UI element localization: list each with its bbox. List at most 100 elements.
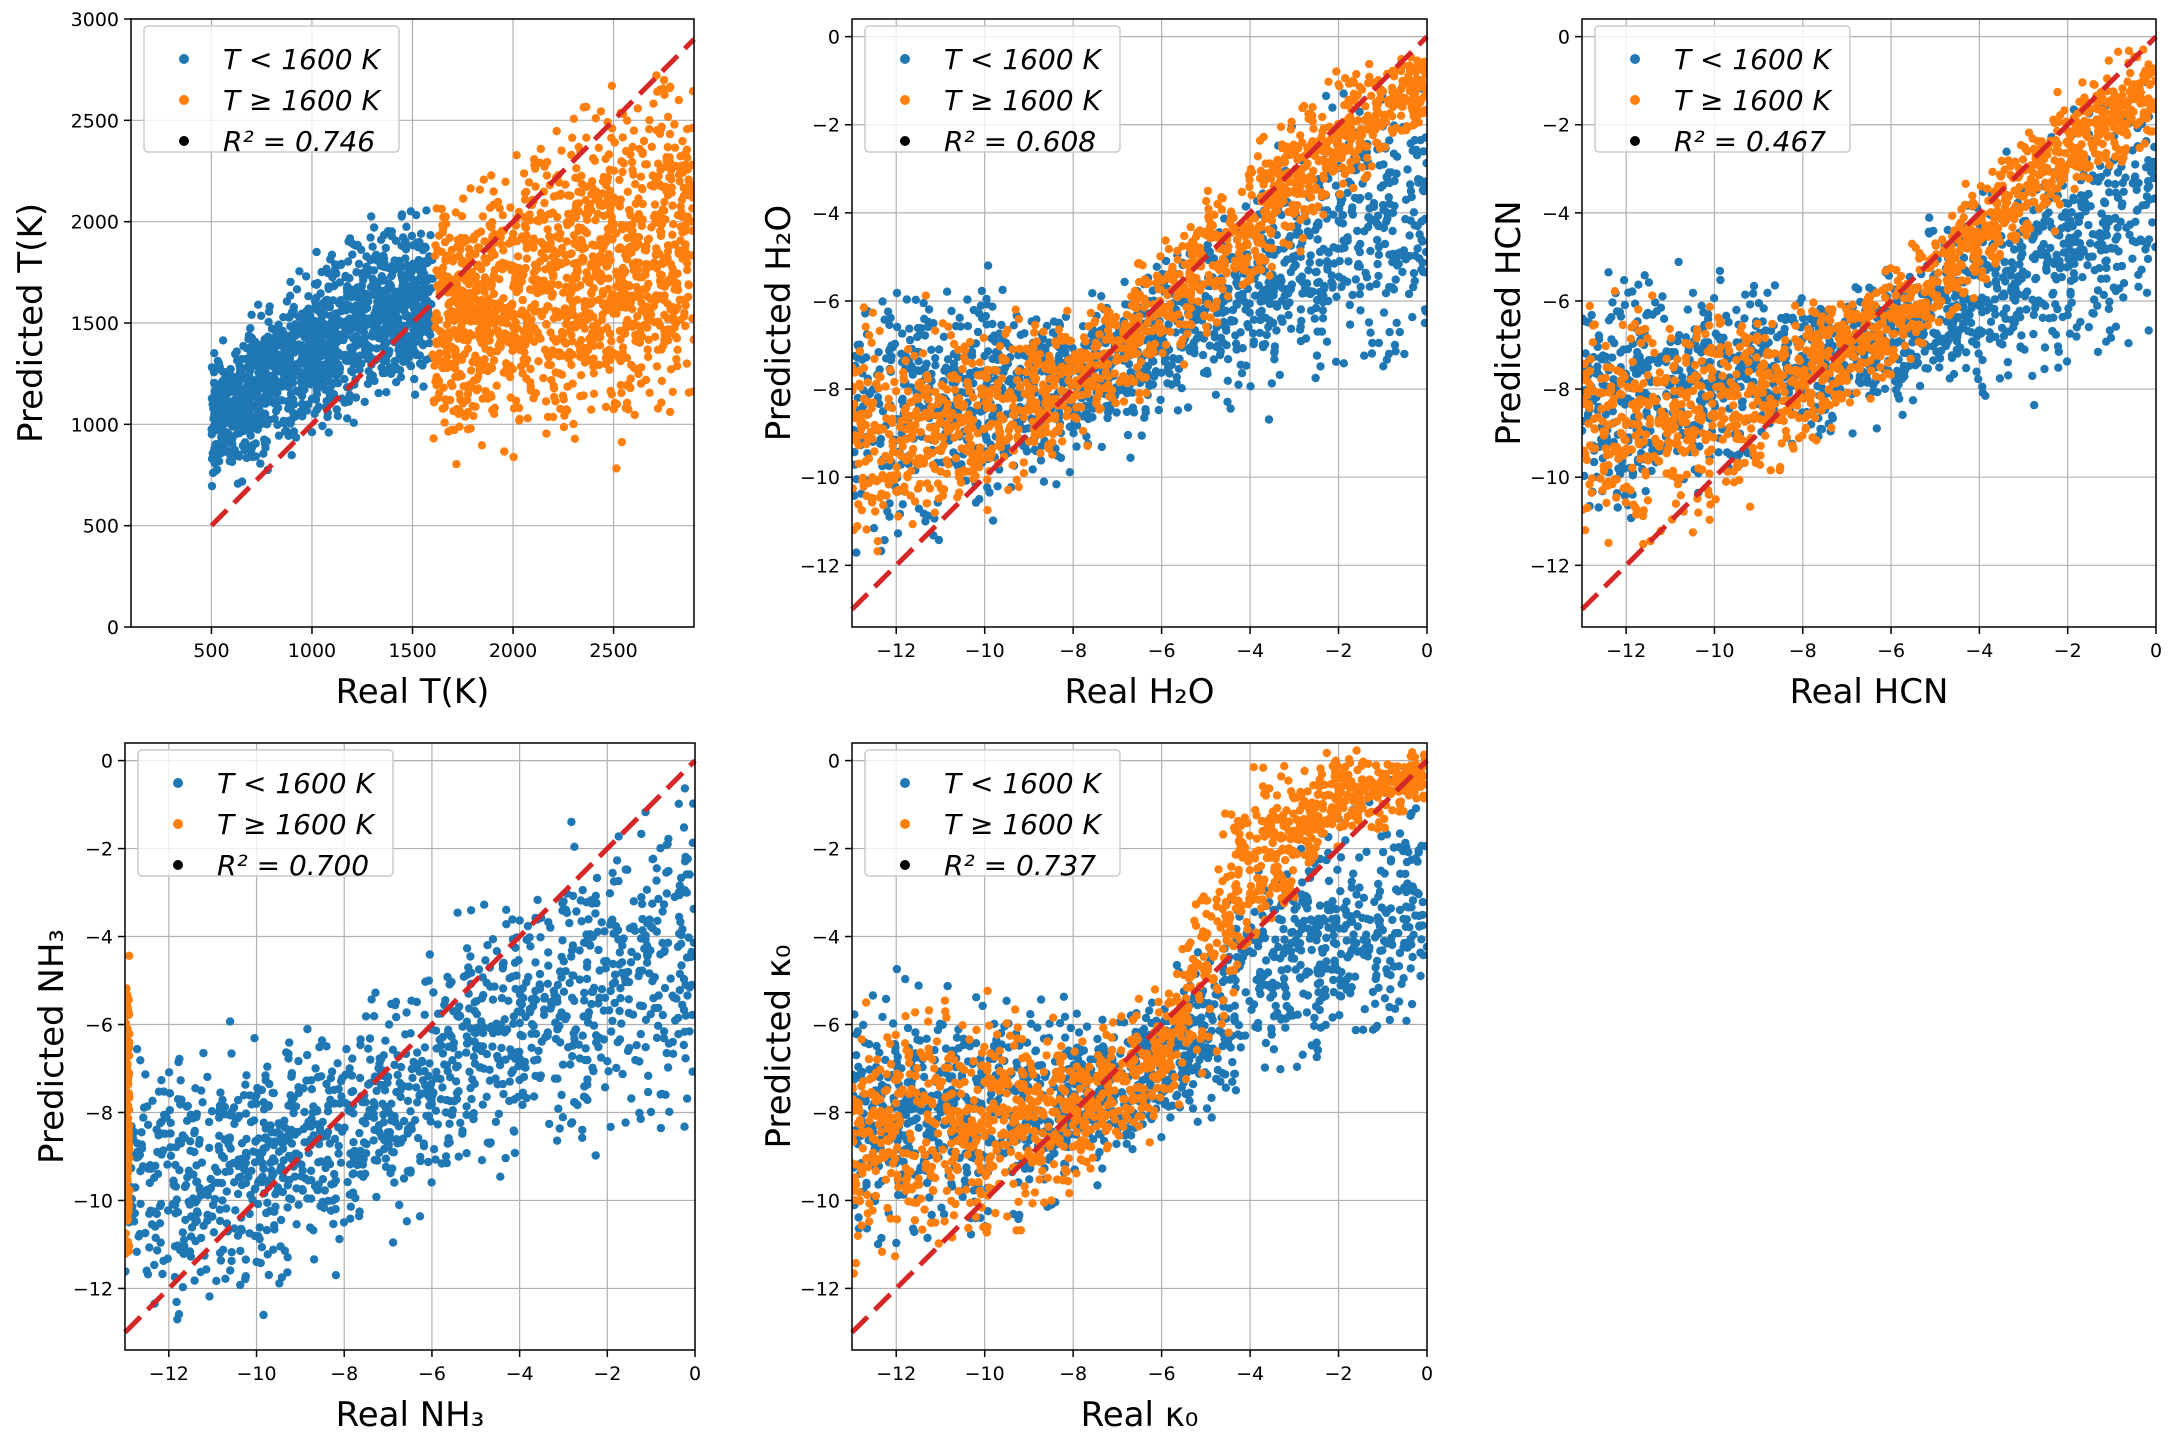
scatter-point: [373, 302, 382, 312]
scatter-point: [1247, 191, 1256, 200]
scatter-point: [1404, 289, 1414, 299]
scatter-point: [301, 328, 310, 337]
scatter-point: [235, 452, 244, 461]
scatter-point: [327, 250, 337, 259]
scatter-point: [607, 220, 616, 229]
scatter-point: [572, 199, 581, 208]
scatter-point: [615, 202, 624, 211]
scatter-point: [1365, 213, 1374, 222]
scatter-point: [453, 235, 463, 245]
scatter-point: [673, 345, 682, 354]
scatter-point: [438, 404, 447, 413]
scatter-point: [988, 412, 997, 421]
scatter-point: [510, 341, 520, 351]
scatter-point: [637, 306, 646, 315]
scatter-point: [478, 212, 488, 221]
scatter-point: [676, 202, 685, 211]
scatter-point: [1421, 133, 1427, 142]
legend-box: [143, 25, 400, 153]
scatter-point: [1292, 230, 1301, 239]
scatter-point: [442, 251, 451, 261]
scatter-point: [327, 381, 336, 390]
scatter-point: [418, 245, 428, 255]
scatter-point: [1154, 405, 1164, 415]
scatter-point: [1278, 317, 1287, 326]
scatter-point: [1296, 168, 1305, 177]
scatter-point: [1212, 342, 1221, 352]
scatter-point: [1343, 277, 1352, 286]
scatter-point: [1361, 268, 1370, 278]
scatter-point: [853, 393, 862, 403]
scatter-point: [661, 182, 670, 191]
scatter-point: [1145, 379, 1154, 388]
scatter-point: [1220, 214, 1229, 223]
scatter-point: [514, 207, 524, 217]
scatter-point: [407, 339, 417, 348]
scatter-point: [1296, 247, 1305, 256]
scatter-point: [1401, 214, 1410, 224]
scatter-point: [878, 297, 887, 306]
scatter-point: [1038, 334, 1048, 344]
scatter-point: [645, 125, 654, 134]
scatter-point: [431, 323, 440, 332]
scatter-point: [392, 378, 401, 387]
scatter-point: [329, 350, 338, 359]
scatter-point: [1409, 208, 1419, 217]
scatter-points: [207, 71, 694, 491]
scatter-point: [628, 226, 637, 236]
scatter-point: [379, 275, 388, 284]
scatter-point: [915, 324, 925, 334]
scatter-point: [1374, 250, 1384, 259]
scatter-point: [1398, 267, 1407, 277]
scatter-point: [438, 263, 448, 273]
scatter-points: [852, 53, 1427, 557]
scatter-point: [502, 319, 512, 328]
scatter-point: [1391, 347, 1400, 356]
scatter-point: [947, 306, 956, 316]
scatter-point: [1175, 320, 1184, 329]
scatter-point: [669, 317, 679, 326]
scatter-point: [1249, 337, 1259, 346]
scatter-point: [653, 87, 662, 96]
scatter-point: [1165, 369, 1174, 378]
scatter-point: [1050, 411, 1060, 420]
scatter-point: [494, 341, 503, 350]
scatter-point: [855, 347, 865, 356]
scatter-point: [606, 299, 615, 308]
scatter-point: [644, 316, 653, 326]
scatter-point: [549, 246, 558, 255]
scatter-point: [415, 337, 424, 346]
scatter-point: [367, 212, 376, 221]
scatter-point: [885, 499, 894, 508]
y-tick-label: 1500: [71, 313, 119, 335]
scatter-point: [280, 427, 290, 436]
scatter-point: [1183, 329, 1192, 338]
scatter-point: [522, 355, 532, 364]
scatter-point: [1037, 441, 1046, 451]
scatter-point: [265, 336, 274, 345]
scatter-point: [455, 369, 465, 379]
scatter-point: [1267, 379, 1277, 388]
scatter-point: [1418, 237, 1427, 246]
scatter-point: [254, 350, 263, 360]
scatter-point: [660, 90, 669, 100]
scatter-point: [629, 126, 639, 135]
scatter-point: [592, 187, 601, 196]
scatter-point: [607, 390, 616, 399]
scatter-point: [432, 337, 441, 346]
scatter-point: [1379, 223, 1389, 233]
scatter-point: [943, 355, 953, 364]
scatter-point: [1200, 312, 1209, 321]
scatter-point: [428, 350, 437, 359]
scatter-point: [618, 223, 627, 232]
scatter-point: [1161, 256, 1171, 266]
scatter-point: [969, 474, 978, 484]
scatter-point: [1137, 431, 1146, 440]
scatter-point: [875, 365, 884, 374]
scatter-point: [222, 395, 231, 404]
scatter-point: [261, 385, 271, 394]
scatter-point: [1353, 243, 1363, 252]
scatter-point: [317, 267, 326, 277]
scatter-point: [582, 133, 591, 142]
scatter-point: [470, 316, 479, 326]
